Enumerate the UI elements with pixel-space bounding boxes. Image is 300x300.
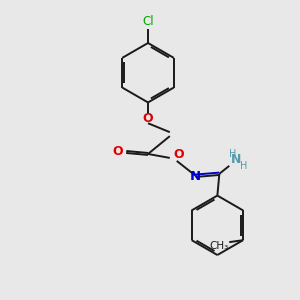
Text: O: O [173, 148, 184, 161]
Text: H: H [240, 161, 248, 171]
Text: O: O [143, 112, 153, 125]
Text: CH₃: CH₃ [210, 241, 229, 251]
Text: N: N [231, 153, 242, 167]
Text: N: N [190, 170, 201, 183]
Text: H: H [229, 149, 236, 159]
Text: Cl: Cl [142, 15, 154, 28]
Text: O: O [112, 146, 123, 158]
